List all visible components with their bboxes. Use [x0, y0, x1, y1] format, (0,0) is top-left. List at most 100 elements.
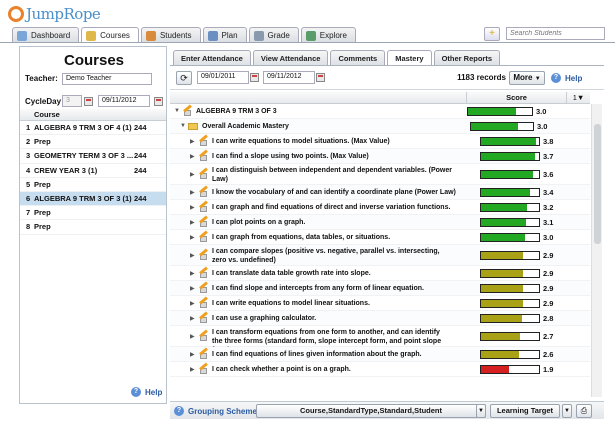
- date-to-calendar-icon[interactable]: [316, 73, 325, 82]
- expand-arrow-icon[interactable]: ▶: [190, 220, 195, 226]
- standard-row[interactable]: ▶ I can graph and find equations of direc…: [170, 200, 590, 215]
- standard-edit-icon: [198, 266, 209, 278]
- standard-row[interactable]: ▶ I can use a graphing calculator. 2.8: [170, 311, 590, 326]
- right-help-link[interactable]: ? Help: [551, 73, 582, 83]
- print-icon[interactable]: ⎙: [576, 404, 592, 418]
- learning-target-select[interactable]: Learning Target: [490, 404, 560, 418]
- nav-tab-explore[interactable]: Explore: [300, 27, 356, 43]
- tab-enter-attendance[interactable]: Enter Attendance: [173, 50, 251, 65]
- sort-indicator[interactable]: 1▼: [566, 92, 590, 103]
- score-value: 3.2: [543, 203, 554, 212]
- row-label: I can check whether a point is on a grap…: [212, 366, 351, 373]
- course-row[interactable]: 2 Prep: [20, 135, 166, 150]
- cycleday-calendar-icon[interactable]: [84, 97, 93, 106]
- date-from-calendar-icon[interactable]: [250, 73, 259, 82]
- expand-arrow-icon[interactable]: ▶: [190, 316, 195, 322]
- left-help-link[interactable]: ? Help: [131, 387, 162, 397]
- nav-tab-plan[interactable]: Plan: [202, 27, 247, 43]
- score-bar-fill: [481, 285, 524, 292]
- date-from-field[interactable]: 09/01/2011: [197, 71, 249, 84]
- standard-row[interactable]: ▶ I know the vocabulary of and can identi…: [170, 185, 590, 200]
- course-row[interactable]: 4 CREW YEAR 3 (1) 244: [20, 164, 166, 178]
- standard-row[interactable]: ▶ I can write equations to model situatio…: [170, 134, 590, 149]
- course-row[interactable]: 1 ALGEBRA 9 TRM 3 OF 4 (1) 244: [20, 121, 166, 136]
- nav-tab-dashboard[interactable]: Dashboard: [12, 27, 80, 43]
- tab-comments[interactable]: Comments: [330, 50, 386, 65]
- score-bar: [480, 299, 540, 308]
- standard-edit-icon: [198, 311, 209, 323]
- right-help-label: Help: [565, 73, 583, 83]
- standard-row[interactable]: ▶ I can find slope and intercepts from an…: [170, 281, 590, 296]
- cycleday-select[interactable]: 3: [62, 95, 82, 107]
- tab-other-reports[interactable]: Other Reports: [433, 50, 500, 65]
- score-value: 2.9: [543, 251, 554, 260]
- expand-arrow-icon[interactable]: ▶: [190, 172, 195, 178]
- standard-row[interactable]: ▶ I can write equations to model linear s…: [170, 296, 590, 311]
- row-label: I can graph from equations, data tables,…: [212, 234, 391, 241]
- score-bar: [480, 188, 540, 197]
- expand-arrow-icon[interactable]: ▶: [190, 253, 195, 259]
- expand-arrow-icon[interactable]: ▶: [190, 139, 195, 145]
- collapse-arrow-icon[interactable]: ▼: [174, 108, 180, 114]
- standard-row[interactable]: ▶ I can find equations of lines given inf…: [170, 347, 590, 362]
- expand-arrow-icon[interactable]: ▶: [190, 205, 195, 211]
- score-bar: [480, 137, 540, 146]
- score-bar: [470, 122, 534, 131]
- expand-arrow-icon[interactable]: ▶: [190, 154, 195, 160]
- grid-scrollbar[interactable]: [591, 104, 602, 397]
- course-row[interactable]: 6 ALGEBRA 9 TRM 3 OF 3 (1) 244: [20, 191, 166, 207]
- row-label: ALGEBRA 9 TRM 3 OF 3: [196, 108, 277, 115]
- row-label: I can find equations of lines given info…: [212, 351, 422, 358]
- grouping-dropdown-icon[interactable]: ▼: [476, 404, 486, 418]
- expand-arrow-icon[interactable]: ▶: [190, 235, 195, 241]
- expand-arrow-icon[interactable]: ▶: [190, 367, 195, 373]
- standard-row[interactable]: ▶ I can transform equations from one form…: [170, 326, 590, 354]
- add-student-button[interactable]: +: [484, 27, 500, 41]
- score-bar: [480, 332, 540, 341]
- standard-row[interactable]: ▶ I can plot points on a graph. 3.1: [170, 215, 590, 230]
- standard-edit-icon: [198, 167, 209, 179]
- standard-row[interactable]: ▶ I can check whether a point is on a gra…: [170, 362, 590, 377]
- expand-arrow-icon[interactable]: ▶: [190, 271, 195, 277]
- group-row[interactable]: ▼ Overall Academic Mastery 3.0: [170, 119, 590, 134]
- expand-arrow-icon[interactable]: ▶: [190, 352, 195, 358]
- nav-tab-courses[interactable]: Courses: [81, 27, 139, 43]
- score-column-header[interactable]: Score: [466, 92, 566, 103]
- course-row[interactable]: 5 Prep: [20, 178, 166, 192]
- scrollbar-thumb[interactable]: [594, 124, 601, 244]
- grouping-scheme-select[interactable]: Course,StandardType,Standard,Student: [256, 404, 486, 418]
- more-menu-button[interactable]: More ▼: [509, 71, 545, 85]
- standard-row[interactable]: ▶ I can find a slope using two points. (M…: [170, 149, 590, 164]
- course-row[interactable]: 7 Prep: [20, 206, 166, 221]
- tab-view-attendance[interactable]: View Attendance: [252, 50, 329, 65]
- expand-arrow-icon[interactable]: ▶: [190, 334, 195, 340]
- date-to-field[interactable]: 09/11/2012: [263, 71, 315, 84]
- expand-arrow-icon[interactable]: ▶: [190, 286, 195, 292]
- tab-mastery[interactable]: Mastery: [387, 50, 432, 66]
- teacher-field[interactable]: Demo Teacher: [62, 73, 152, 85]
- grouping-help[interactable]: ? Grouping Scheme:: [174, 406, 260, 416]
- course-row[interactable]: ▼ ALGEBRA 9 TRM 3 OF 3 3.0: [170, 104, 590, 119]
- nav-tab-grade[interactable]: Grade: [248, 27, 299, 43]
- expand-arrow-icon[interactable]: ▶: [190, 301, 195, 307]
- course-row[interactable]: 3 GEOMETRY TERM 3 OF 3 ... 244: [20, 149, 166, 164]
- refresh-button[interactable]: ⟳: [176, 71, 192, 85]
- standard-row[interactable]: ▶ I can compare slopes (positive vs. nega…: [170, 245, 590, 266]
- help-icon: ?: [174, 406, 184, 416]
- jumprope-logo: JumpRope: [8, 4, 101, 24]
- search-students-input[interactable]: [506, 27, 605, 40]
- standard-row[interactable]: ▶ I can translate data table growth rate …: [170, 266, 590, 281]
- help-icon: ?: [131, 387, 141, 397]
- score-bar-fill: [481, 252, 524, 259]
- standard-row[interactable]: ▶ I can distinguish between independent a…: [170, 164, 590, 185]
- target-dropdown-icon[interactable]: ▼: [562, 404, 572, 418]
- course-count: 244: [134, 165, 147, 175]
- date-calendar-icon[interactable]: [154, 97, 163, 106]
- course-row[interactable]: 8 Prep: [20, 220, 166, 235]
- standard-row[interactable]: ▶ I can graph from equations, data tables…: [170, 230, 590, 245]
- date-field[interactable]: 09/11/2012: [98, 95, 150, 107]
- collapse-arrow-icon[interactable]: ▼: [180, 123, 186, 129]
- expand-arrow-icon[interactable]: ▶: [190, 190, 195, 196]
- nav-tab-students[interactable]: Students: [140, 27, 201, 43]
- grouping-value: Course,StandardType,Standard,Student: [300, 406, 442, 415]
